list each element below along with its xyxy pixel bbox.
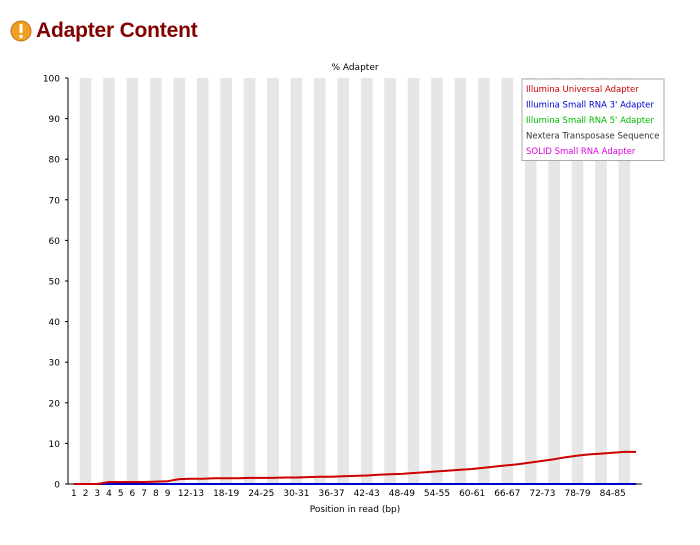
grid-band (419, 78, 432, 484)
grid-band (114, 78, 127, 484)
grid-band (278, 78, 291, 484)
grid-band (407, 78, 420, 484)
grid-band (349, 78, 361, 484)
x-tick-label: 54-55 (424, 489, 450, 499)
grid-band (618, 78, 631, 484)
grid-band (220, 78, 232, 484)
grid-band (243, 78, 256, 484)
grid-band (103, 78, 115, 484)
x-axis-label: Position in read (bp) (310, 505, 401, 515)
grid-band (185, 78, 197, 484)
grid-band (161, 78, 174, 484)
section-header: Adapter Content (10, 14, 198, 48)
grid-band (196, 78, 209, 484)
y-tick-label: 10 (49, 440, 61, 450)
legend-entry: Illumina Small RNA 3' Adapter (526, 101, 654, 111)
y-tick-label: 50 (49, 278, 61, 288)
x-tick-label: 84-85 (600, 489, 626, 499)
grid-band (173, 78, 186, 484)
grid-band (360, 78, 373, 484)
grid-band (571, 78, 584, 484)
grid-band (583, 78, 596, 484)
y-tick-label: 70 (49, 196, 61, 206)
x-tick-label: 66-67 (494, 489, 520, 499)
legend: Illumina Universal Adapter Illumina Small… (521, 78, 665, 161)
y-tick-label: 40 (49, 318, 61, 328)
x-tick-label: 30-31 (283, 489, 309, 499)
grid-band (478, 78, 490, 484)
grid-band (302, 78, 314, 484)
grid-band (91, 78, 104, 484)
y-tick-label: 30 (49, 359, 61, 369)
x-tick-label: 42-43 (354, 489, 380, 499)
grid-band (290, 78, 303, 484)
y-tick-label: 100 (43, 75, 60, 85)
grid-band (536, 78, 549, 484)
grid-band (560, 78, 572, 484)
x-tick-label: 3 (94, 489, 100, 499)
x-tick-label: 6 (130, 489, 136, 499)
y-tick-label: 80 (49, 156, 61, 166)
x-tick-label: 48-49 (389, 489, 415, 499)
grid-band (138, 78, 150, 484)
grid-band (255, 78, 268, 484)
y-tick-label: 60 (49, 237, 61, 247)
grid-band (431, 78, 443, 484)
grid-band (384, 78, 396, 484)
grid-band (150, 78, 162, 484)
grid-band (466, 78, 478, 484)
warning-icon (10, 20, 32, 42)
grid-band (501, 78, 514, 484)
x-tick-label: 12-13 (178, 489, 204, 499)
legend-entry: SOLID Small RNA Adapter (526, 147, 636, 157)
grid-band (232, 78, 244, 484)
grid-band (79, 78, 92, 484)
grid-band (513, 78, 525, 484)
y-tick-label: 20 (49, 399, 61, 409)
legend-entry: Nextera Transposase Sequence (526, 132, 659, 142)
grid-band (267, 78, 279, 484)
x-tick-label: 36-37 (318, 489, 344, 499)
grid-band (372, 78, 385, 484)
x-tick-label: 7 (141, 489, 147, 499)
x-tick-label: 9 (165, 489, 171, 499)
x-tick-label: 1 (71, 489, 77, 499)
x-tick-label: 2 (83, 489, 89, 499)
grid-band (337, 78, 350, 484)
legend-box (521, 78, 665, 161)
grid-band (454, 78, 467, 484)
grid-band (595, 78, 607, 484)
grid-band (630, 78, 642, 484)
x-tick-label: 24-25 (248, 489, 274, 499)
y-tick-label: 0 (54, 481, 60, 491)
grid-band (126, 78, 139, 484)
grid-band (548, 78, 560, 484)
x-tick-label: 18-19 (213, 489, 239, 499)
x-tick-label: 78-79 (564, 489, 590, 499)
x-tick-label: 72-73 (529, 489, 555, 499)
background-bands (68, 78, 642, 484)
x-tick-label: 8 (153, 489, 159, 499)
x-tick-label: 60-61 (459, 489, 485, 499)
grid-band (442, 78, 455, 484)
grid-band (314, 78, 326, 484)
grid-band (396, 78, 408, 484)
legend-entry: Illumina Small RNA 5' Adapter (526, 116, 654, 126)
y-tick-label: 90 (49, 115, 61, 125)
x-tick-label: 5 (118, 489, 124, 499)
grid-band (524, 78, 537, 484)
grid-band (489, 78, 502, 484)
grid-band (606, 78, 619, 484)
grid-band (325, 78, 338, 484)
grid-band (208, 78, 221, 484)
x-tick-label: 4 (106, 489, 112, 499)
grid-band (68, 78, 80, 484)
legend-entry: Illumina Universal Adapter (526, 85, 639, 95)
series-line (73, 450, 637, 485)
page-title: Adapter Content (36, 19, 198, 42)
chart-title: % Adapter (331, 63, 378, 73)
